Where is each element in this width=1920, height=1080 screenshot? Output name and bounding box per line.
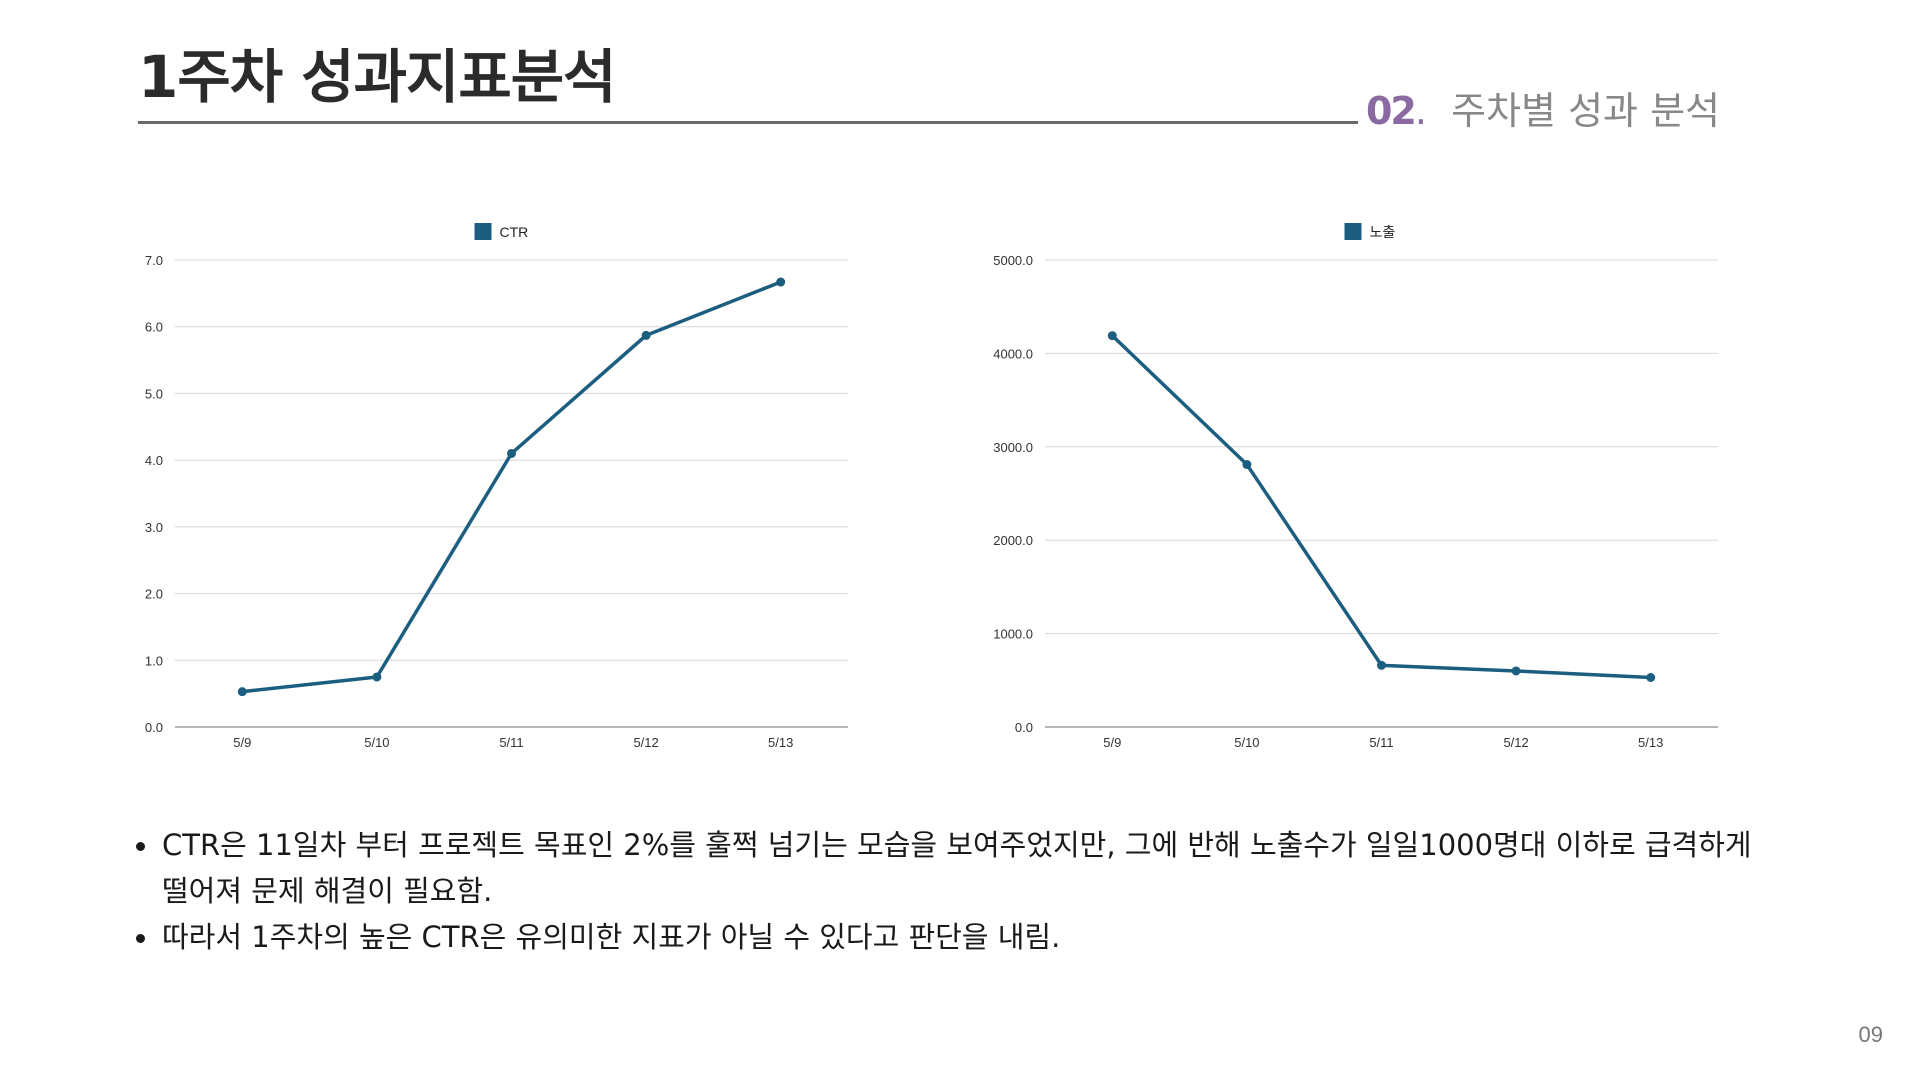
x-tick-label: 5/11 [499, 735, 523, 750]
y-tick-label: 4.0 [145, 453, 163, 468]
x-tick-label: 5/12 [633, 735, 658, 750]
series-line [242, 280, 782, 694]
legend-label: 노출 [1370, 224, 1396, 240]
impressions-chart-svg: 0.0 1000.0 2000.0 3000.0 4000.0 5000.0 5/9 5/10… [993, 223, 1718, 750]
bullet-item: 따라서 1주차의 높은 CTR은 유의미한 지표가 아닐 수 있다고 판단을 내… [132, 914, 1772, 960]
y-tick-label: 5000.0 [993, 253, 1033, 268]
y-tick-label: 3000.0 [993, 440, 1033, 455]
data-point [776, 277, 786, 287]
data-point [237, 687, 247, 697]
summary-bullets: CTR은 11일차 부터 프로젝트 목표인 2%를 훌쩍 넘기는 모습을 보여주… [132, 822, 1772, 960]
section-number: 02 [1365, 89, 1417, 133]
y-tick-label: 0.0 [145, 720, 163, 735]
y-tick-label: 2.0 [145, 587, 163, 602]
data-point [1242, 460, 1252, 470]
y-tick-label: 3.0 [145, 520, 163, 535]
x-tick-label: 5/13 [1638, 735, 1663, 750]
data-point [641, 330, 651, 340]
section-title: 주차별 성과 분석 [1451, 89, 1720, 133]
page-title: 1주차 성과지표분석 [138, 43, 616, 111]
data-point [372, 672, 382, 682]
series-line [1111, 334, 1651, 680]
impressions-line-chart: 0.0 1000.0 2000.0 3000.0 4000.0 5000.0 5/9 5/10… [990, 210, 1750, 760]
y-tick-label: 5.0 [145, 386, 163, 401]
x-tick-label: 5/12 [1503, 735, 1528, 750]
legend-label: CTR [500, 224, 529, 240]
ctr-chart-svg: 0.0 1.0 2.0 3.0 4.0 5.0 6.0 7.0 5/9 5/10 5/11 5/12 5… [145, 223, 848, 750]
x-tick-label: 5/13 [768, 735, 793, 750]
x-tick-label: 5/9 [233, 735, 251, 750]
y-tick-label: 1.0 [145, 653, 163, 668]
y-tick-label: 4000.0 [993, 346, 1033, 361]
data-point [1377, 660, 1386, 670]
y-tick-label: 7.0 [145, 253, 163, 268]
data-point [507, 448, 516, 458]
y-tick-label: 6.0 [145, 320, 163, 335]
legend-swatch [1344, 223, 1362, 240]
data-point [1107, 331, 1117, 341]
page-number: 09 [1858, 1022, 1883, 1047]
section-dot: . [1414, 89, 1427, 133]
bullet-item: CTR은 11일차 부터 프로젝트 목표인 2%를 훌쩍 넘기는 모습을 보여주… [132, 822, 1772, 914]
ctr-line-chart: 0.0 1.0 2.0 3.0 4.0 5.0 6.0 7.0 5/9 5/10 5/11 5/12 5… [120, 210, 880, 760]
x-tick-label: 5/9 [1103, 735, 1121, 750]
x-tick-label: 5/10 [364, 735, 389, 750]
x-tick-label: 5/11 [1369, 735, 1393, 750]
y-tick-label: 1000.0 [993, 627, 1033, 642]
y-tick-label: 0.0 [1015, 720, 1033, 735]
x-tick-label: 5/10 [1234, 735, 1259, 750]
title-divider [138, 121, 1358, 124]
data-point [1646, 672, 1656, 682]
y-tick-label: 2000.0 [993, 533, 1033, 548]
section-heading: 02. 주차별 성과 분석 [1366, 80, 1720, 135]
data-point [1511, 666, 1521, 676]
legend-swatch [474, 223, 492, 240]
